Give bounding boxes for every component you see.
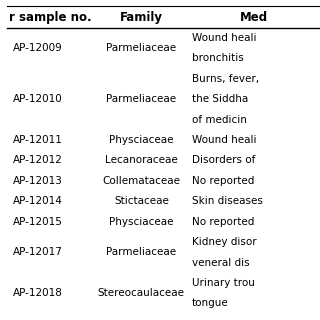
Text: of medicin: of medicin xyxy=(191,115,246,124)
Text: Collemataceae: Collemataceae xyxy=(102,176,180,186)
Text: AP-12010: AP-12010 xyxy=(13,94,63,104)
Text: Kidney disor: Kidney disor xyxy=(191,237,256,247)
Text: Parmeliaceae: Parmeliaceae xyxy=(106,247,176,257)
Text: Stereocaulaceae: Stereocaulaceae xyxy=(98,288,185,298)
Text: Wound heali: Wound heali xyxy=(191,33,256,43)
Text: AP-12014: AP-12014 xyxy=(13,196,63,206)
Text: Disorders of: Disorders of xyxy=(191,156,255,165)
Text: Urinary trou: Urinary trou xyxy=(191,278,254,288)
Text: bronchitis: bronchitis xyxy=(191,53,243,63)
Text: AP-12013: AP-12013 xyxy=(13,176,63,186)
Text: AP-12017: AP-12017 xyxy=(13,247,63,257)
Text: Parmeliaceae: Parmeliaceae xyxy=(106,94,176,104)
Text: Parmeliaceae: Parmeliaceae xyxy=(106,43,176,53)
Text: tongue: tongue xyxy=(191,298,228,308)
Text: AP-12018: AP-12018 xyxy=(13,288,63,298)
Text: r sample no.: r sample no. xyxy=(9,11,92,24)
Text: AP-12011: AP-12011 xyxy=(13,135,63,145)
Text: No reported: No reported xyxy=(191,176,254,186)
Text: AP-12015: AP-12015 xyxy=(13,217,63,227)
Text: Family: Family xyxy=(120,11,163,24)
Text: Lecanoraceae: Lecanoraceae xyxy=(105,156,178,165)
Text: AP-12012: AP-12012 xyxy=(13,156,63,165)
Text: No reported: No reported xyxy=(191,217,254,227)
Text: Stictaceae: Stictaceae xyxy=(114,196,169,206)
Text: Med: Med xyxy=(240,11,268,24)
Text: veneral dis: veneral dis xyxy=(191,258,249,268)
Text: Skin diseases: Skin diseases xyxy=(191,196,262,206)
Text: Burns, fever,: Burns, fever, xyxy=(191,74,259,84)
Text: Wound heali: Wound heali xyxy=(191,135,256,145)
Text: AP-12009: AP-12009 xyxy=(13,43,63,53)
Text: Physciaceae: Physciaceae xyxy=(109,135,174,145)
Text: the Siddha: the Siddha xyxy=(191,94,248,104)
Text: Physciaceae: Physciaceae xyxy=(109,217,174,227)
